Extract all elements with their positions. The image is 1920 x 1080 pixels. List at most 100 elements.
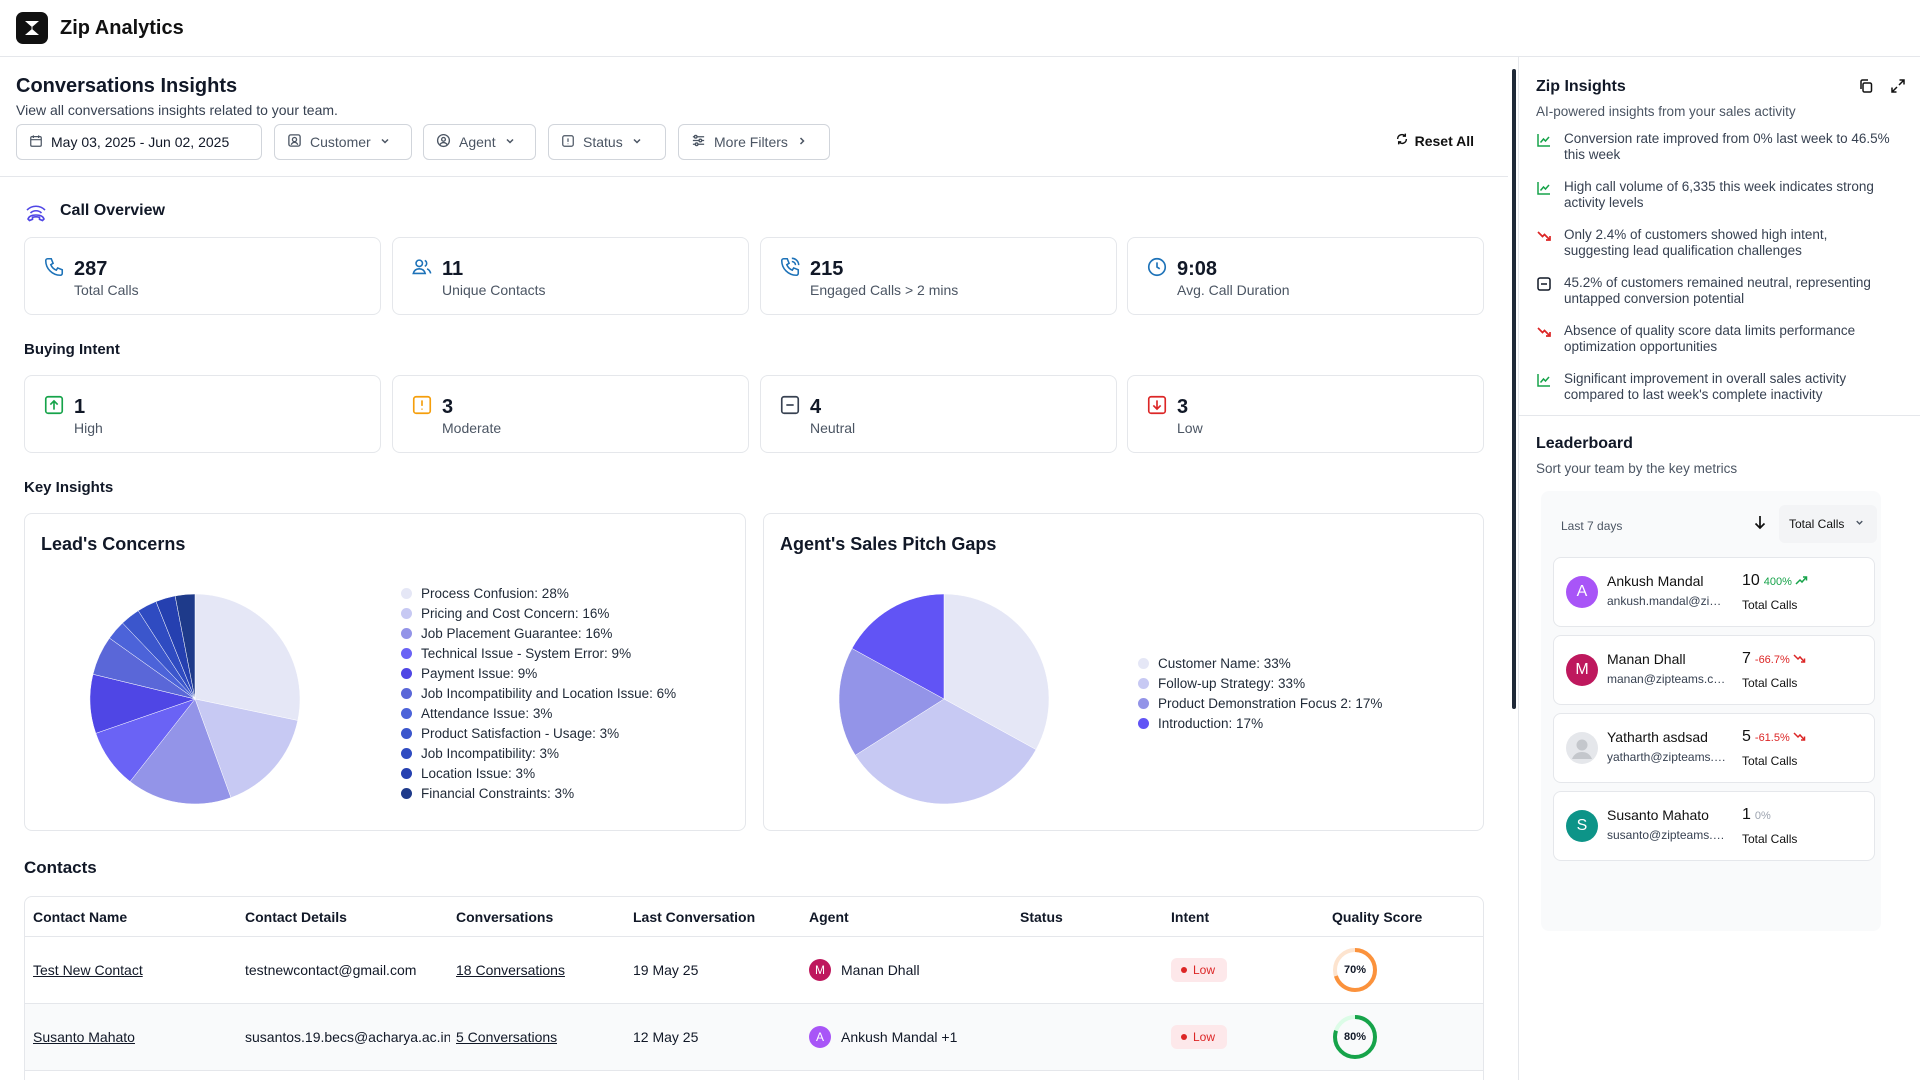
conversations-link[interactable]: 18 Conversations: [456, 962, 565, 978]
conversations-link[interactable]: 5 Conversations: [456, 1029, 558, 1045]
legend-item[interactable]: Follow-up Strategy: 33%: [1138, 673, 1382, 693]
leaderboard-item[interactable]: M Manan Dhall manan@zipteams.com 7 -66.7% Tot…: [1553, 635, 1875, 705]
sales-pitch-gaps-pie: [838, 593, 1050, 805]
table-row[interactable]: Susanto Mahato susantos.19.becs@acharya.…: [25, 1004, 1483, 1071]
reset-all-button[interactable]: Reset All: [1395, 132, 1474, 149]
column-header[interactable]: Agent: [809, 908, 849, 925]
zip-insights-subtitle: AI-powered insights from your sales acti…: [1536, 104, 1796, 119]
date-range-picker[interactable]: May 03, 2025 - Jun 02, 2025: [16, 124, 262, 160]
engaged-calls-card[interactable]: 215 Engaged Calls > 2 mins: [760, 237, 1117, 315]
column-header[interactable]: Contact Details: [245, 908, 347, 925]
leaderboard-item[interactable]: Yatharth asdsad yatharth@zipteams.com 5 -61…: [1553, 713, 1875, 783]
leaderboard-count: 5: [1742, 728, 1751, 745]
pie-slice[interactable]: [194, 593, 301, 721]
agent-filter-label: Agent: [459, 134, 496, 150]
legend-item[interactable]: Payment Issue: 9%: [401, 663, 676, 683]
leaderboard-change-value: 400%: [1763, 576, 1792, 588]
column-header[interactable]: Last Conversation: [633, 908, 756, 925]
legend-item[interactable]: Product Demonstration Focus 2: 17%: [1138, 693, 1382, 713]
arrow-down-box-icon: [1146, 394, 1168, 416]
minus-box-icon: [1536, 276, 1552, 292]
legend-item[interactable]: Location Issue: 3%: [401, 763, 676, 783]
legend-item[interactable]: Attendance Issue: 3%: [401, 703, 676, 723]
leaderboard-item[interactable]: A Ankush Mandal ankush.mandal@zipteams.com…: [1553, 557, 1875, 627]
leaderboard-period[interactable]: Last 7 days: [1561, 519, 1623, 533]
total-calls-card[interactable]: 287 Total Calls: [24, 237, 381, 315]
divider: [0, 176, 1508, 177]
leaderboard-name: Yatharth asdsad: [1607, 729, 1708, 745]
leaderboard-item[interactable]: S Susanto Mahato susanto@zipteams.com 1 0% To…: [1553, 791, 1875, 861]
status-icon: [561, 134, 575, 151]
column-header[interactable]: Conversations: [456, 908, 554, 925]
column-header[interactable]: Intent: [1171, 908, 1210, 925]
pie-slice[interactable]: [129, 698, 232, 805]
legend-item[interactable]: Job Incompatibility and Location Issue: …: [401, 683, 676, 703]
legend-item[interactable]: Customer Name: 33%: [1138, 653, 1382, 673]
legend-item[interactable]: Process Confusion: 28%: [401, 583, 676, 603]
insight-item: Only 2.4% of customers showed high inten…: [1536, 227, 1896, 275]
pie-slice[interactable]: [851, 593, 945, 700]
moderate-intent-card[interactable]: 3 Moderate: [392, 375, 749, 453]
phone-ring-icon: [779, 256, 801, 278]
customer-filter[interactable]: Customer: [274, 124, 412, 160]
low-intent-label: Low: [1177, 420, 1203, 436]
legend-item[interactable]: Job Incompatibility: 3%: [401, 743, 676, 763]
pie-slice[interactable]: [943, 593, 1050, 750]
legend-item[interactable]: Product Satisfaction - Usage: 3%: [401, 723, 676, 743]
pie-slice[interactable]: [194, 698, 299, 798]
expand-icon[interactable]: [1890, 78, 1906, 97]
contact-name-link[interactable]: Susanto Mahato: [33, 1029, 135, 1045]
avatar: A: [1566, 576, 1598, 608]
last-conversation: 12 May 25: [633, 1029, 699, 1045]
leaderboard-name: Susanto Mahato: [1607, 807, 1709, 823]
column-header[interactable]: Contact Name: [33, 908, 128, 925]
more-filters-button[interactable]: More Filters: [678, 124, 830, 160]
alert-box-icon: [411, 394, 433, 416]
copy-icon[interactable]: [1858, 78, 1874, 97]
high-intent-card[interactable]: 1 High: [24, 375, 381, 453]
scrollbar-thumb[interactable]: [1512, 69, 1516, 709]
zip-logo-icon[interactable]: [16, 12, 48, 44]
leaderboard-value: 5 -61.5%: [1742, 728, 1806, 746]
column-header[interactable]: Status: [1020, 908, 1063, 925]
sort-direction-icon[interactable]: [1751, 513, 1769, 534]
low-intent-card[interactable]: 3 Low: [1127, 375, 1484, 453]
legend-swatch: [401, 707, 412, 719]
last-conversation: 19 May 25: [633, 962, 699, 978]
legend-item[interactable]: Financial Constraints: 3%: [401, 783, 676, 803]
status-filter[interactable]: Status: [548, 124, 666, 160]
legend-item[interactable]: Pricing and Cost Concern: 16%: [401, 603, 676, 623]
legend-item[interactable]: Introduction: 17%: [1138, 713, 1382, 733]
main-scrollbar[interactable]: [1511, 57, 1517, 1080]
status-filter-label: Status: [583, 134, 623, 150]
insight-item: Absence of quality score data limits per…: [1536, 323, 1896, 371]
intent-badge: Low: [1171, 1025, 1228, 1049]
quality-score-value: 70%: [1343, 964, 1367, 976]
table-header: Contact Name Contact Details Conversatio…: [25, 897, 1483, 937]
legend-label: Product Demonstration Focus 2: 17%: [1158, 695, 1383, 711]
leaderboard-value: 7 -66.7%: [1742, 650, 1806, 668]
phone-icon: [43, 256, 65, 278]
unique-contacts-value: 11: [442, 258, 464, 280]
legend-swatch: [401, 587, 412, 599]
avatar: M: [809, 959, 831, 981]
legend-item[interactable]: Technical Issue - System Error: 9%: [401, 643, 676, 663]
legend-swatch: [401, 667, 412, 679]
pie-slice[interactable]: [174, 593, 196, 700]
leaderboard-metric-select[interactable]: Total Calls: [1779, 505, 1877, 543]
neutral-intent-card[interactable]: 4 Neutral: [760, 375, 1117, 453]
leaderboard-email: susanto@zipteams.com: [1607, 828, 1727, 842]
pie-slice[interactable]: [838, 648, 945, 756]
contact-name-link[interactable]: Test New Contact: [33, 962, 143, 978]
agent-filter[interactable]: Agent: [423, 124, 536, 160]
avg-duration-card[interactable]: 9:08 Avg. Call Duration: [1127, 237, 1484, 315]
trend-down-icon: [1793, 731, 1806, 745]
column-header[interactable]: Quality Score: [1332, 908, 1423, 925]
agent-cell: M Manan Dhall: [809, 937, 920, 1003]
unique-contacts-card[interactable]: 11 Unique Contacts: [392, 237, 749, 315]
table-row[interactable]: Test New Contact testnewcontact@gmail.co…: [25, 937, 1483, 1004]
sales-pitch-gaps-panel: Agent's Sales Pitch Gaps Customer Name: …: [763, 513, 1484, 831]
legend-item[interactable]: Job Placement Guarantee: 16%: [401, 623, 676, 643]
neutral-intent-value: 4: [810, 396, 822, 418]
pie-slice[interactable]: [855, 698, 1037, 805]
